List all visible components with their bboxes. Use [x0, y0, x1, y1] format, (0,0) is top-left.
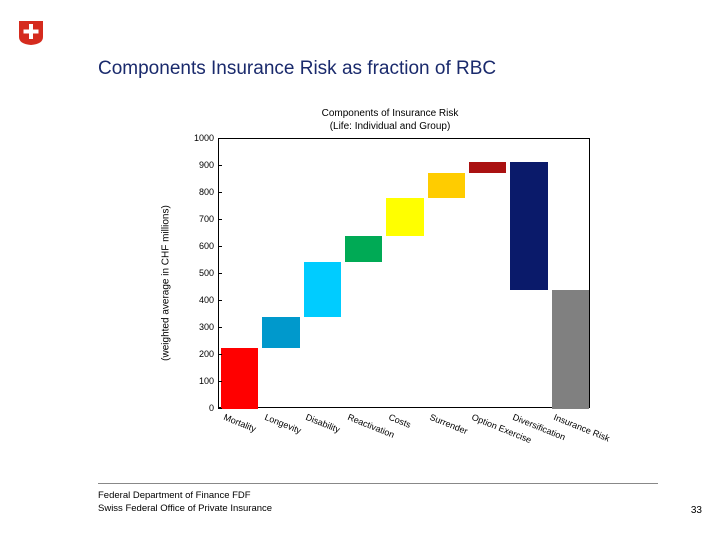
ytick-mark: [218, 246, 222, 247]
ytick-mark: [218, 408, 222, 409]
chart-ylabel: (weighted average in CHF millions): [161, 205, 172, 361]
ytick-label: 400: [180, 295, 214, 305]
ytick-label: 300: [180, 322, 214, 332]
ytick-mark: [218, 138, 222, 139]
bar: [552, 290, 589, 409]
ytick-label: 700: [180, 214, 214, 224]
ytick-mark: [218, 327, 222, 328]
chart-title: Components of Insurance Risk: [180, 108, 600, 119]
page-title: Components Insurance Risk as fraction of…: [98, 58, 496, 80]
bar: [262, 317, 299, 348]
ytick-mark: [218, 219, 222, 220]
ytick-mark: [218, 300, 222, 301]
ytick-mark: [218, 354, 222, 355]
ytick-mark: [218, 273, 222, 274]
xtick-label: Longevity: [263, 412, 302, 436]
footer-line-1: Federal Department of Finance FDF: [98, 490, 658, 503]
ytick-label: 200: [180, 349, 214, 359]
plot-box: [218, 138, 590, 408]
ytick-label: 100: [180, 376, 214, 386]
xtick-label: Mortality: [222, 412, 257, 434]
bar: [345, 236, 382, 262]
footer: Federal Department of Finance FDF Swiss …: [98, 483, 658, 516]
xtick-label: Disability: [305, 412, 342, 435]
xtick-label: Surrender: [429, 412, 470, 436]
footer-line-2: Swiss Federal Office of Private Insuranc…: [98, 503, 658, 516]
bar: [221, 348, 258, 409]
ytick-mark: [218, 192, 222, 193]
bar: [510, 162, 547, 290]
ytick-label: 1000: [180, 133, 214, 143]
chart-container: Components of Insurance Risk (Life: Indi…: [180, 108, 600, 448]
ytick-mark: [218, 165, 222, 166]
bar: [428, 173, 465, 199]
ytick-label: 500: [180, 268, 214, 278]
ytick-mark: [218, 381, 222, 382]
bar: [386, 198, 423, 236]
plot-container: (weighted average in CHF millions) 01002…: [180, 138, 600, 428]
ytick-label: 900: [180, 160, 214, 170]
bar: [304, 262, 341, 317]
ytick-label: 800: [180, 187, 214, 197]
ytick-label: 0: [180, 403, 214, 413]
bar: [469, 162, 506, 173]
chart-subtitle: (Life: Individual and Group): [180, 121, 600, 132]
swiss-shield-logo: [18, 20, 44, 46]
ytick-label: 600: [180, 241, 214, 251]
xtick-label: Costs: [387, 412, 412, 430]
page-number: 33: [691, 505, 702, 516]
